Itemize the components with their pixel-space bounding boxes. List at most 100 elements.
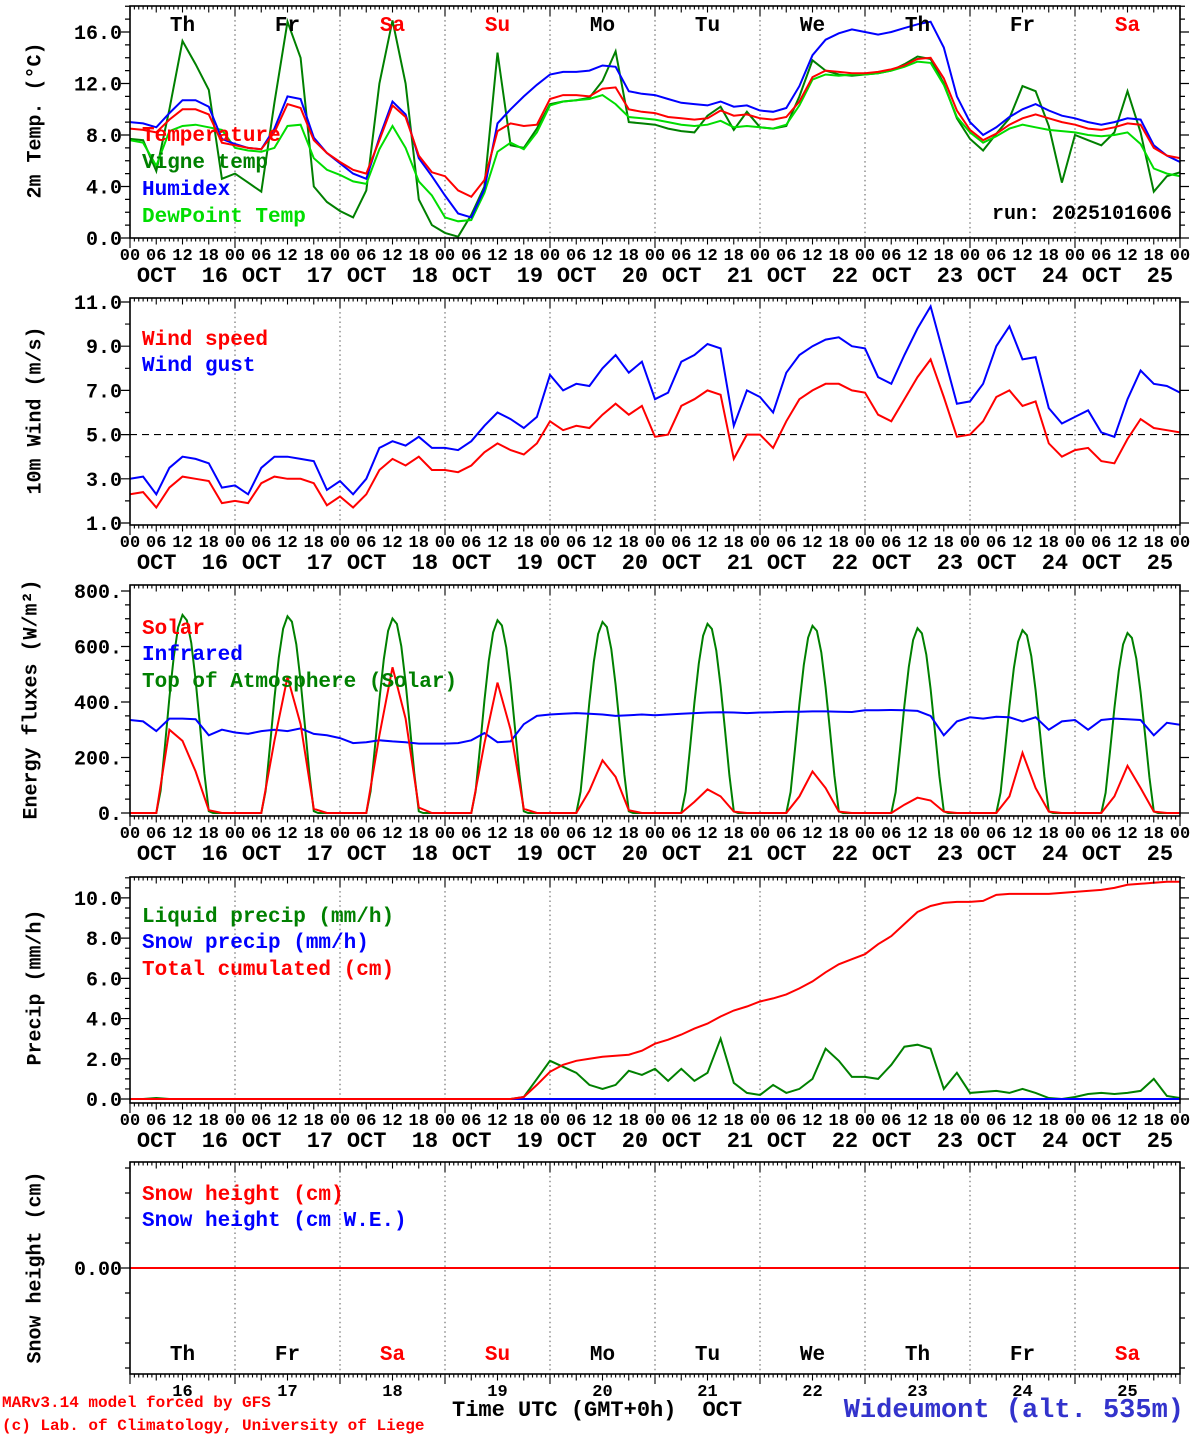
date-label: OCT 23 xyxy=(872,842,963,867)
hour-label: 18 xyxy=(304,247,324,266)
day-name-label: Sa xyxy=(380,1344,406,1367)
hour-label: 06 xyxy=(146,247,166,266)
day-name-label: Su xyxy=(485,1344,510,1367)
hour-label: 06 xyxy=(1091,534,1111,553)
day-name-label: Sa xyxy=(1115,15,1141,38)
day-name-label: We xyxy=(800,1344,825,1367)
hour-label: 06 xyxy=(566,825,586,844)
hour-label: 12 xyxy=(172,1112,192,1131)
hour-label: 18 xyxy=(829,825,849,844)
date-label: OCT 19 xyxy=(452,842,543,867)
panel-0-curves xyxy=(130,17,1180,238)
footer-lab-credit: (c) Lab. of Climatology, University of L… xyxy=(2,1417,425,1435)
hour-label: 00 xyxy=(1065,1112,1085,1131)
hour-label: 18 xyxy=(514,825,534,844)
hour-label: 12 xyxy=(1117,247,1137,266)
legend-wind-gust: Wind gust xyxy=(142,355,256,378)
hour-label: 06 xyxy=(986,534,1006,553)
hour-label: 06 xyxy=(1091,247,1111,266)
date-label: OCT 20 xyxy=(557,842,648,867)
hour-label: 06 xyxy=(986,247,1006,266)
y-tick-label: 9.0 xyxy=(86,337,122,360)
day-name-label: Mo xyxy=(590,1344,615,1367)
hour-label: 12 xyxy=(802,534,822,553)
hour-label: 06 xyxy=(671,247,691,266)
date-label: OCT 23 xyxy=(872,1129,963,1154)
hour-label: 12 xyxy=(1117,1112,1137,1131)
hour-label: 00 xyxy=(120,825,140,844)
hour-label: 00 xyxy=(750,1112,770,1131)
hour-label: 06 xyxy=(356,534,376,553)
hour-label: 18 xyxy=(304,825,324,844)
hour-label: 00 xyxy=(1065,534,1085,553)
date-label: OCT 17 xyxy=(242,264,333,289)
day-name-label: Mo xyxy=(590,15,615,38)
date-label: OCT 19 xyxy=(452,264,543,289)
hour-label: 18 xyxy=(199,247,219,266)
hour-label: 18 xyxy=(619,1112,639,1131)
legend-temperature: Temperature xyxy=(142,125,281,148)
hour-label: 12 xyxy=(802,247,822,266)
day-name-label: Tu xyxy=(695,1344,720,1367)
y-tick-label: 10.0 xyxy=(74,889,122,912)
date-label: OCT 18 xyxy=(347,264,438,289)
hour-label: 06 xyxy=(776,247,796,266)
hour-label: 06 xyxy=(986,825,1006,844)
date-label: OCT 22 xyxy=(767,264,858,289)
hour-label: 12 xyxy=(1012,534,1032,553)
curve-wind-gust xyxy=(130,303,1180,497)
hour-label: 00 xyxy=(1065,247,1085,266)
hour-label: 06 xyxy=(1091,825,1111,844)
hour-label: 12 xyxy=(487,247,507,266)
date-label: OCT 16 xyxy=(137,1129,228,1154)
curve-temperature xyxy=(130,56,1180,199)
hour-label: 12 xyxy=(382,825,402,844)
date-label: OCT 17 xyxy=(242,1129,333,1154)
day-name-label: Sa xyxy=(1115,1344,1141,1367)
date-label: OCT 20 xyxy=(557,1129,648,1154)
x-axis-time-label: Time UTC (GMT+0h) xyxy=(452,1398,677,1423)
hour-label: 00 xyxy=(645,825,665,844)
hour-label: 12 xyxy=(907,247,927,266)
date-label: OCT 19 xyxy=(452,551,543,576)
hour-label: 18 xyxy=(1039,1112,1059,1131)
hour-label: 12 xyxy=(697,534,717,553)
hour-label: 12 xyxy=(1012,1112,1032,1131)
hour-label: 12 xyxy=(1117,825,1137,844)
hour-label: 18 xyxy=(1144,1112,1164,1131)
hour-label: 12 xyxy=(1012,247,1032,266)
date-label: OCT 21 xyxy=(662,551,753,576)
y-axis-title-energy: Energy fluxes (W/m²) xyxy=(20,579,44,820)
hour-label: 00 xyxy=(960,247,980,266)
date-label: OCT 25 xyxy=(1082,1129,1173,1154)
hour-label: 06 xyxy=(146,1112,166,1131)
hour-label: 06 xyxy=(776,534,796,553)
hour-label: 18 xyxy=(514,534,534,553)
hour-label: 18 xyxy=(724,534,744,553)
date-label: OCT 25 xyxy=(1082,551,1173,576)
y-axis-title-wind: 10m Wind (m/s) xyxy=(24,326,48,495)
hour-label: 12 xyxy=(907,1112,927,1131)
date-label: OCT 16 xyxy=(137,264,228,289)
date-label: OCT 21 xyxy=(662,264,753,289)
hour-label: 00 xyxy=(540,247,560,266)
hour-label: 06 xyxy=(251,534,271,553)
hour-label: 18 xyxy=(1039,247,1059,266)
hour-label: 18 xyxy=(829,1112,849,1131)
legend-liquid-precip: Liquid precip (mm/h) xyxy=(142,906,395,929)
hour-label: 06 xyxy=(461,1112,481,1131)
y-tick-label: 1.0 xyxy=(86,514,122,537)
day-name-label: Fr xyxy=(1010,1344,1035,1367)
hour-label: 18 xyxy=(409,247,429,266)
hour-label: 12 xyxy=(487,1112,507,1131)
y-tick-label: 200. xyxy=(74,749,122,772)
curve-wind-speed xyxy=(130,357,1180,510)
hour-label: 00 xyxy=(435,825,455,844)
y-tick-label: 0.0 xyxy=(86,1090,122,1113)
hour-label: 12 xyxy=(592,534,612,553)
date-label: OCT 24 xyxy=(977,264,1068,289)
date-label: OCT 18 xyxy=(347,551,438,576)
hour-label: 18 xyxy=(934,247,954,266)
hour-label: 18 xyxy=(304,534,324,553)
